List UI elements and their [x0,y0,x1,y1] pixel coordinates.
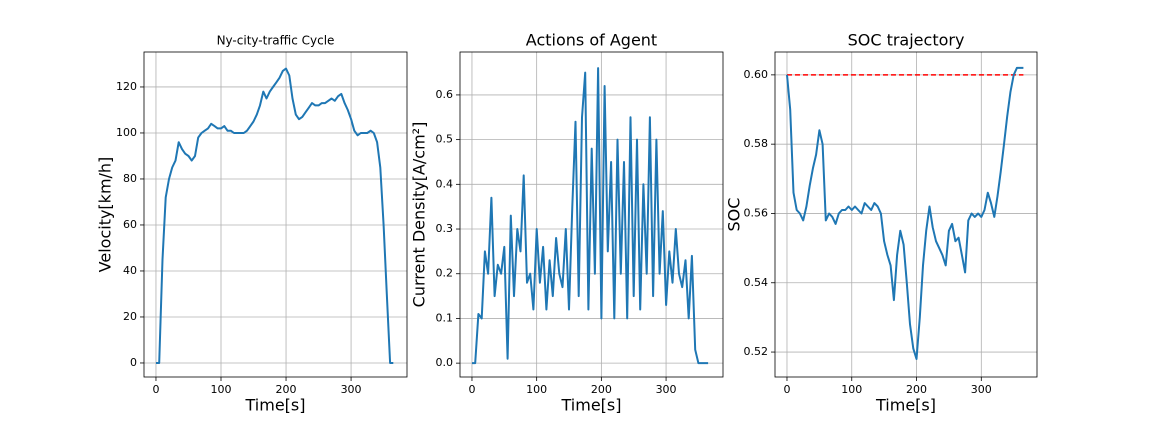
y-axis-label: Current Density[A/cm²] [410,122,429,308]
y-tick-label: 80 [123,172,137,185]
y-tick-label: 0.58 [744,137,769,150]
y-tick-label: 40 [123,264,137,277]
x-tick-label: 0 [152,383,159,396]
y-axis-label: SOC [725,198,744,232]
subplot: 0 100 200 300 0.52 0.54 0.56 0.58 0.60 SOC trajec… [725,31,1038,415]
x-tick-label: 0 [783,383,790,396]
y-tick-label: 0.0 [436,356,454,369]
subplot: 0 100 200 300 0.0 0.1 0.2 0.3 0.4 0.5 0.6 Actions o… [410,31,724,415]
y-tick-label: 20 [123,310,137,323]
y-tick-label: 120 [116,80,137,93]
subplot-title: Actions of Agent [526,31,657,50]
subplot: 0 100 200 300 0 20 40 60 80 100 120 Ny-city-traffic… [96,34,408,415]
x-tick-label: 100 [841,383,862,396]
x-tick-label: 300 [341,383,362,396]
y-tick-label: 0.4 [436,177,454,190]
y-tick-label: 0.56 [744,206,769,219]
subplot-title: SOC trajectory [848,31,965,50]
axes-frame [774,51,1038,378]
y-tick-label: 0.2 [436,267,454,280]
y-tick-label: 100 [116,126,137,139]
subplot-title: Ny-city-traffic Cycle [217,34,335,48]
y-tick-label: 0.3 [436,222,454,235]
x-tick-label: 200 [591,383,612,396]
x-tick-label: 300 [656,383,677,396]
x-axis-label: Time[s] [561,396,622,415]
data-line [786,66,1024,360]
x-tick-label: 0 [468,383,475,396]
x-tick-label: 200 [906,383,927,396]
y-tick-label: 0.52 [744,345,769,358]
y-tick-label: 60 [123,218,137,231]
y-tick-label: 0 [130,356,137,369]
x-tick-label: 100 [526,383,547,396]
x-tick-label: 100 [211,383,232,396]
y-axis-label: Velocity[km/h] [96,157,115,273]
x-tick-label: 200 [276,383,297,396]
data-line [472,67,709,365]
axes-frame [143,51,408,378]
x-tick-label: 300 [971,383,992,396]
data-line [156,67,394,364]
x-axis-label: Time[s] [245,396,306,415]
y-tick-label: 0.5 [436,133,454,146]
axes-frame [459,51,724,378]
y-tick-label: 0.6 [436,88,454,101]
y-tick-label: 0.1 [436,311,454,324]
y-tick-label: 0.60 [744,68,769,81]
y-tick-label: 0.54 [744,276,769,289]
x-axis-label: Time[s] [875,396,936,415]
